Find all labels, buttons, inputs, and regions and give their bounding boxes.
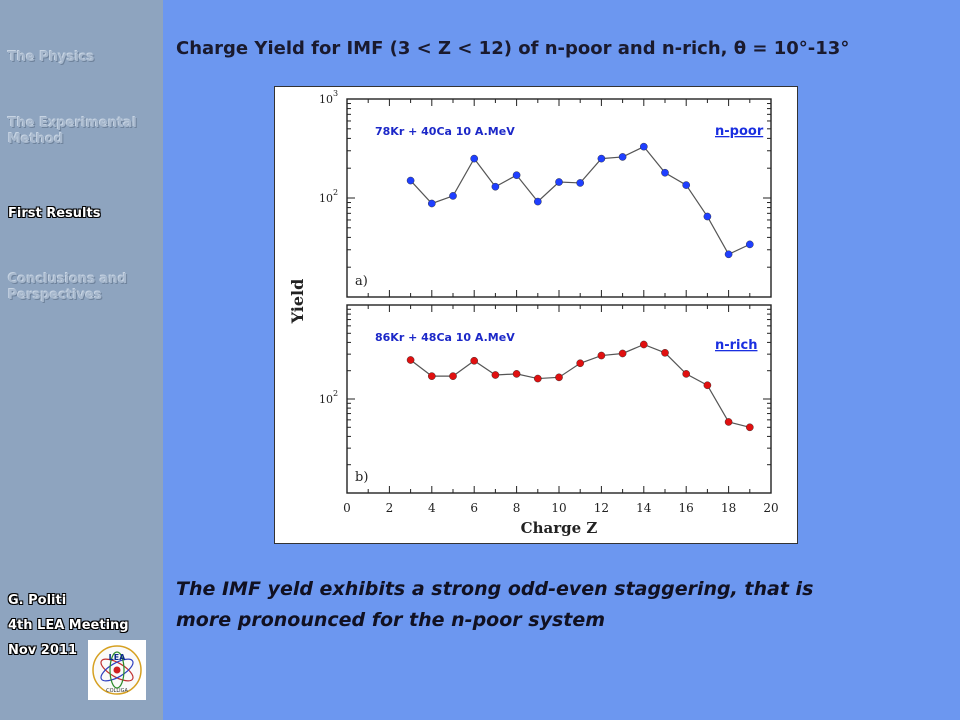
series-line-n-rich bbox=[410, 343, 750, 428]
y-tick-exponent: 2 bbox=[333, 389, 338, 398]
x-tick-label: 6 bbox=[470, 501, 478, 515]
data-point-n-rich bbox=[427, 372, 436, 380]
reaction-label: 78Kr + 40Ca 10 A.MeV bbox=[375, 125, 515, 138]
nav-item-first-results[interactable]: First Results bbox=[8, 206, 101, 221]
lea-logo: LEA COLLIGA bbox=[88, 640, 146, 700]
x-tick-label: 0 bbox=[343, 501, 351, 515]
data-point-n-poor bbox=[682, 181, 691, 189]
x-tick-label: 12 bbox=[594, 501, 609, 515]
data-point-n-poor bbox=[555, 178, 563, 186]
panel-label: a) bbox=[355, 274, 368, 289]
slide-title: Charge Yield for IMF (3 < Z < 12) of n-p… bbox=[176, 38, 850, 59]
nav-item-experimental-method[interactable]: The Experimental Method bbox=[8, 116, 137, 147]
data-point-n-poor bbox=[597, 154, 606, 163]
meeting-date: Nov 2011 bbox=[8, 643, 77, 658]
data-point-n-poor bbox=[745, 240, 754, 249]
caption-line-1: The IMF yeld exhibits a strong odd-even … bbox=[176, 578, 814, 600]
y-tick-label: 10 bbox=[319, 192, 333, 205]
data-point-n-rich bbox=[576, 359, 585, 368]
meeting-name: 4th LEA Meeting bbox=[8, 618, 129, 633]
legend-n-poor: n-poor bbox=[715, 124, 764, 139]
data-point-n-rich bbox=[724, 418, 733, 426]
x-axis-title: Charge Z bbox=[521, 519, 598, 537]
data-point-n-poor bbox=[724, 250, 733, 259]
data-point-n-poor bbox=[533, 197, 542, 206]
panel-label: b) bbox=[355, 470, 368, 485]
data-point-n-rich bbox=[470, 356, 478, 365]
data-point-n-poor bbox=[576, 179, 585, 187]
data-point-n-rich bbox=[618, 349, 627, 358]
x-tick-label: 20 bbox=[763, 501, 778, 515]
author-name: G. Politi bbox=[8, 593, 67, 608]
data-point-n-poor bbox=[470, 154, 478, 163]
data-point-n-rich bbox=[703, 381, 712, 390]
y-axis-title: Yield bbox=[288, 279, 307, 325]
data-point-n-poor bbox=[639, 142, 648, 151]
data-point-n-poor bbox=[491, 182, 500, 191]
x-tick-label: 14 bbox=[636, 501, 652, 515]
data-point-n-poor bbox=[661, 168, 669, 177]
x-tick-label: 16 bbox=[679, 501, 694, 515]
data-point-n-rich bbox=[533, 374, 542, 383]
logo-text: LEA bbox=[109, 653, 127, 662]
caption: The IMF yeld exhibits a strong odd-even … bbox=[176, 574, 896, 636]
nav-item-the-physics[interactable]: The Physics bbox=[8, 50, 95, 65]
x-tick-label: 4 bbox=[428, 501, 436, 515]
x-tick-label: 8 bbox=[513, 501, 521, 515]
data-point-n-rich bbox=[639, 340, 648, 349]
data-point-n-poor bbox=[449, 192, 457, 200]
data-point-n-rich bbox=[555, 373, 563, 382]
data-point-n-rich bbox=[597, 351, 606, 360]
data-point-n-rich bbox=[449, 372, 457, 380]
data-point-n-rich bbox=[491, 371, 500, 379]
data-point-n-rich bbox=[661, 349, 669, 357]
x-tick-label: 2 bbox=[386, 501, 394, 515]
chart-figure: 10 3 10 2 a) 78Kr + 40Ca 10 A.MeV n-poor 10 2 b) 8… bbox=[274, 86, 798, 544]
x-tick-label: 10 bbox=[551, 501, 566, 515]
data-point-n-rich bbox=[682, 370, 691, 378]
nav-item-conclusions[interactable]: Conclusions and Perspectives bbox=[8, 272, 128, 303]
reaction-label: 86Kr + 48Ca 10 A.MeV bbox=[375, 331, 515, 344]
y-tick-exponent: 2 bbox=[333, 188, 338, 197]
data-point-n-poor bbox=[618, 153, 627, 161]
x-tick-label: 18 bbox=[721, 501, 736, 515]
data-point-n-poor bbox=[427, 199, 436, 208]
logo-ring-text: COLLIGA bbox=[106, 688, 128, 694]
data-point-n-poor bbox=[703, 212, 712, 221]
data-point-n-poor bbox=[512, 171, 521, 179]
data-point-n-poor bbox=[406, 176, 415, 185]
sidebar: The Physics The Experimental Method Firs… bbox=[0, 0, 163, 720]
legend-n-rich: n-rich bbox=[715, 338, 757, 353]
data-point-n-rich bbox=[512, 370, 521, 378]
y-tick-label: 10 bbox=[319, 93, 333, 106]
caption-line-2: more pronounced for the n-poor system bbox=[176, 609, 606, 631]
data-point-n-rich bbox=[745, 423, 754, 432]
y-tick-label: 10 bbox=[319, 393, 333, 406]
series-line-n-poor bbox=[410, 145, 751, 256]
y-tick-exponent: 3 bbox=[333, 89, 338, 98]
data-point-n-rich bbox=[406, 356, 415, 364]
